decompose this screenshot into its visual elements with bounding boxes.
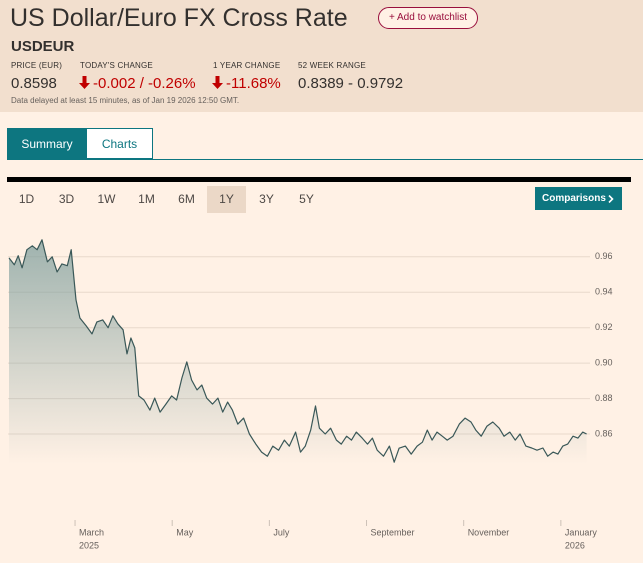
range-button[interactable]: 3Y xyxy=(259,192,274,206)
watchlist-button[interactable]: + Add to watchlist xyxy=(378,7,478,29)
divider-bar xyxy=(7,177,631,182)
symbol: USDEUR xyxy=(11,38,75,55)
x-year-label: 2026 xyxy=(565,540,585,550)
y-tick-label: 0.96 xyxy=(595,251,613,261)
range-button[interactable]: 1M xyxy=(138,192,155,206)
chart: 0.86 0.88 0.90 0.92 0.94 0.96 March May July Sept… xyxy=(8,239,613,550)
stat-label: 52 WEEK RANGE xyxy=(298,61,366,70)
down-arrow xyxy=(79,76,90,89)
stat-change: -0.002 / -0.26% xyxy=(79,75,196,92)
chevron xyxy=(608,195,614,203)
stat-label: 1 YEAR CHANGE xyxy=(213,61,281,70)
price-line xyxy=(8,239,587,463)
x-tick-label: July xyxy=(273,527,290,537)
stat-value: 0.8598 xyxy=(11,75,57,92)
stat-label: TODAY'S CHANGE xyxy=(80,61,153,70)
comparisons-button[interactable]: Comparisons xyxy=(535,187,622,210)
range-button[interactable]: 1D xyxy=(18,192,35,206)
stat-value: -11.68% xyxy=(226,75,281,92)
range-button[interactable]: 1W xyxy=(97,192,116,206)
x-tick-label: May xyxy=(176,527,194,537)
range-button[interactable]: 5Y xyxy=(299,192,314,206)
x-year-label: 2025 xyxy=(79,540,99,550)
y-tick-label: 0.92 xyxy=(595,322,613,332)
stat-value: 0.8389 - 0.9792 xyxy=(298,75,404,92)
tab[interactable]: Summary xyxy=(7,128,87,159)
button-label: Comparisons xyxy=(542,193,606,204)
x-tick-label: September xyxy=(371,527,415,537)
x-tick-label: March xyxy=(79,527,104,537)
y-tick-label: 0.90 xyxy=(595,358,613,368)
stat-value: -0.002 / -0.26% xyxy=(93,75,196,92)
header xyxy=(0,0,643,112)
range-button[interactable]: 6M xyxy=(178,192,195,206)
area-fill xyxy=(9,239,587,521)
stat-change: -11.68% xyxy=(212,75,281,92)
tab[interactable]: Charts xyxy=(86,128,153,159)
range-button[interactable]: 1Y xyxy=(207,186,246,213)
y-tick-label: 0.88 xyxy=(595,393,613,403)
stat-label: PRICE (EUR) xyxy=(11,61,63,70)
x-tick-label: January xyxy=(565,527,598,537)
delay-note: Data delayed at least 15 minutes, as of … xyxy=(11,96,240,105)
x-tick-label: November xyxy=(468,527,510,537)
tab-underline xyxy=(7,159,643,160)
page-title: US Dollar/Euro FX Cross Rate xyxy=(10,4,348,32)
y-tick-label: 0.86 xyxy=(595,428,613,438)
y-tick-label: 0.94 xyxy=(595,287,613,297)
down-arrow xyxy=(212,76,223,89)
range-button[interactable]: 3D xyxy=(58,192,75,206)
